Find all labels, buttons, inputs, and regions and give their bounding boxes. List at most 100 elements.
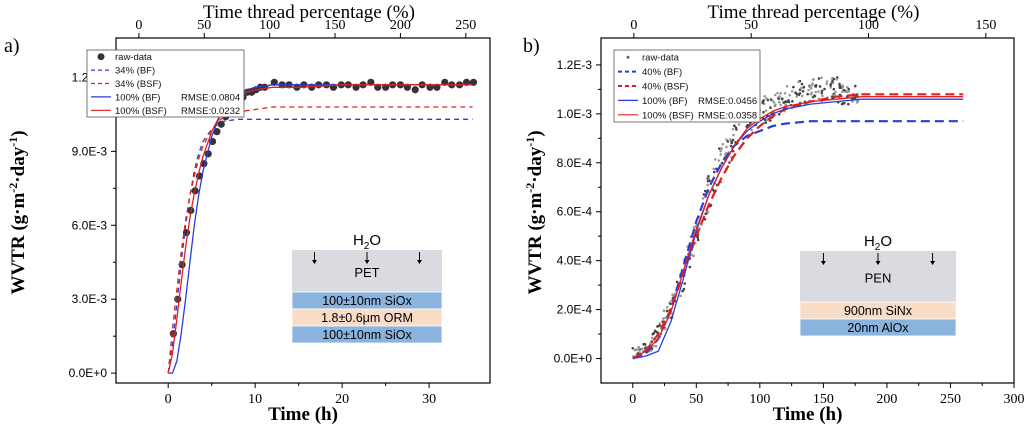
- gas-label: H2O: [864, 233, 892, 253]
- x-axis-title: Time (h): [773, 404, 843, 425]
- arrow-down-icon: [930, 261, 936, 265]
- y-tick-label: 0.0E+0: [69, 366, 108, 380]
- gas-label-part: H: [864, 233, 875, 250]
- data-point: [783, 91, 787, 95]
- y-axis-title-part: WVTR (g·m: [8, 193, 29, 295]
- chart-panel-a: a) 0 10 20 30 0 50 100 150 200 250 0.0E+0 3.0E-3 6.0E…: [4, 2, 491, 425]
- data-point: [750, 128, 753, 132]
- data-point: [806, 92, 809, 96]
- data-point: [821, 94, 824, 98]
- data-point: [732, 133, 735, 137]
- data-point: [642, 343, 645, 346]
- data-point: [681, 289, 684, 293]
- data-point: [658, 322, 661, 325]
- plot-area: [631, 76, 964, 360]
- legend-box: [613, 49, 761, 123]
- data-point: [706, 183, 709, 187]
- data-point: [764, 109, 768, 112]
- film-layer-label: 900nm SiNx: [844, 304, 913, 318]
- data-point: [764, 121, 768, 124]
- data-point: [712, 170, 716, 174]
- x-tick-label: 10: [248, 392, 262, 407]
- data-point: [797, 80, 800, 84]
- top-tick-label: 200: [390, 18, 411, 33]
- data-point: [855, 101, 859, 104]
- data-point: [731, 128, 735, 131]
- data-point: [792, 85, 795, 89]
- data-point: [841, 85, 845, 89]
- top-tick-label: 250: [455, 18, 476, 33]
- data-point: [788, 93, 792, 97]
- x-tick-label: 150: [813, 392, 834, 407]
- substrate-label: PET: [354, 265, 379, 280]
- legend-box: [86, 49, 245, 118]
- legend-rmse: RMSE:0.0358: [698, 110, 757, 121]
- gas-label-part: 2: [875, 242, 881, 253]
- data-point: [261, 83, 269, 91]
- y-axis-title-part: -1: [523, 137, 537, 147]
- data-point: [799, 86, 803, 90]
- film-layer-label: 1.8±0.6μm ORM: [321, 311, 413, 325]
- data-point: [650, 340, 654, 343]
- data-point: [811, 82, 815, 85]
- data-point: [817, 90, 820, 93]
- legend-label: 100% (BSF): [115, 106, 167, 117]
- top-axis-title: Time thread percentage (%): [708, 2, 920, 23]
- data-point: [733, 124, 736, 127]
- data-point: [719, 153, 723, 156]
- data-point: [662, 309, 666, 313]
- x-tick-label: 50: [689, 392, 703, 407]
- y-axis-title-part: -2: [523, 183, 537, 193]
- data-point: [717, 159, 721, 162]
- y-tick-label: 8.0E-4: [557, 156, 593, 170]
- data-point: [777, 97, 781, 101]
- data-point: [730, 141, 733, 145]
- x-tick-label: 30: [422, 392, 436, 407]
- data-point: [798, 91, 802, 95]
- x-tick-label: 200: [876, 392, 897, 407]
- data-point: [814, 90, 817, 94]
- arrow-down-icon: [364, 260, 370, 264]
- data-point: [813, 94, 817, 98]
- y-tick-label: 6.0E-4: [557, 205, 593, 219]
- film-layer-label: 20nm AlOx: [847, 321, 909, 335]
- data-point: [773, 93, 777, 97]
- data-point: [772, 101, 776, 104]
- legend-rmse: RMSE:0.0232: [181, 106, 240, 117]
- series-line: [167, 118, 473, 374]
- data-point: [661, 317, 665, 320]
- data-point: [817, 77, 821, 80]
- data-point: [779, 103, 782, 107]
- data-point: [658, 324, 662, 327]
- data-point: [795, 92, 799, 96]
- top-tick-label: 0: [630, 18, 637, 33]
- legend-label: 100% (BF): [642, 96, 687, 107]
- gas-label-part: O: [880, 233, 892, 250]
- gas-label-part: H: [353, 232, 364, 249]
- legend: raw-data 34% (BF) 34% (BSF) 100% (BF) RMSE:0…: [86, 49, 245, 118]
- film-layer: [799, 318, 957, 337]
- data-point: [213, 128, 221, 136]
- data-point: [729, 144, 733, 148]
- legend-label: 40% (BF): [642, 67, 682, 78]
- arrow-down-icon: [820, 261, 826, 265]
- data-point: [762, 99, 765, 102]
- data-point: [785, 85, 789, 88]
- legend-label: raw-data: [642, 53, 680, 64]
- data-point: [707, 174, 710, 178]
- data-point: [774, 103, 777, 107]
- data-point: [426, 83, 434, 91]
- data-point: [704, 212, 708, 215]
- data-point: [411, 86, 419, 94]
- data-point: [763, 95, 766, 98]
- y-tick-label: 6.0E-3: [72, 218, 108, 232]
- inset-diagram: H2O PEN 900nm SiNx 20nm AlOx: [799, 233, 957, 337]
- legend: raw-data 40% (BF) 40% (BSF) 100% (BF) RMSE:0…: [613, 49, 761, 123]
- data-point: [777, 100, 781, 104]
- data-point: [728, 161, 731, 164]
- data-point: [800, 82, 804, 86]
- y-tick-label: 1.2E-3: [557, 58, 593, 72]
- series-line: [632, 98, 964, 360]
- data-point: [823, 87, 826, 91]
- film-layer: [291, 325, 443, 344]
